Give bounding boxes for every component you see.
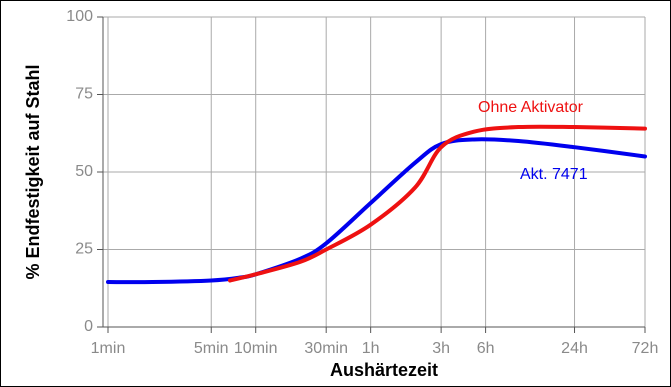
x-tick-label: 10min [234, 340, 278, 357]
y-tick-label: 25 [75, 241, 93, 258]
x-tick-label: 6h [477, 340, 495, 357]
y-tick-label: 50 [75, 163, 93, 180]
series-line [228, 124, 647, 283]
y-tick-label: 0 [84, 318, 93, 335]
series-label: Akt. 7471 [520, 166, 588, 183]
x-tick-label: 24h [561, 340, 588, 357]
x-tick-label: 1h [362, 340, 380, 357]
x-tick-label: 72h [632, 340, 659, 357]
y-tick-label: 100 [66, 8, 93, 25]
y-tick-label: 75 [75, 86, 93, 103]
x-tick-label: 1min [91, 340, 126, 357]
x-tick-label: 3h [432, 340, 450, 357]
x-tick-label: 5min [194, 340, 229, 357]
y-axis-title: % Endfestigkeit auf Stahl [23, 64, 43, 279]
series-line [106, 137, 647, 285]
series-label: Ohne Aktivator [478, 99, 584, 116]
x-tick-label: 30min [304, 340, 348, 357]
x-axis-title: Aushärtezeit [330, 360, 438, 380]
